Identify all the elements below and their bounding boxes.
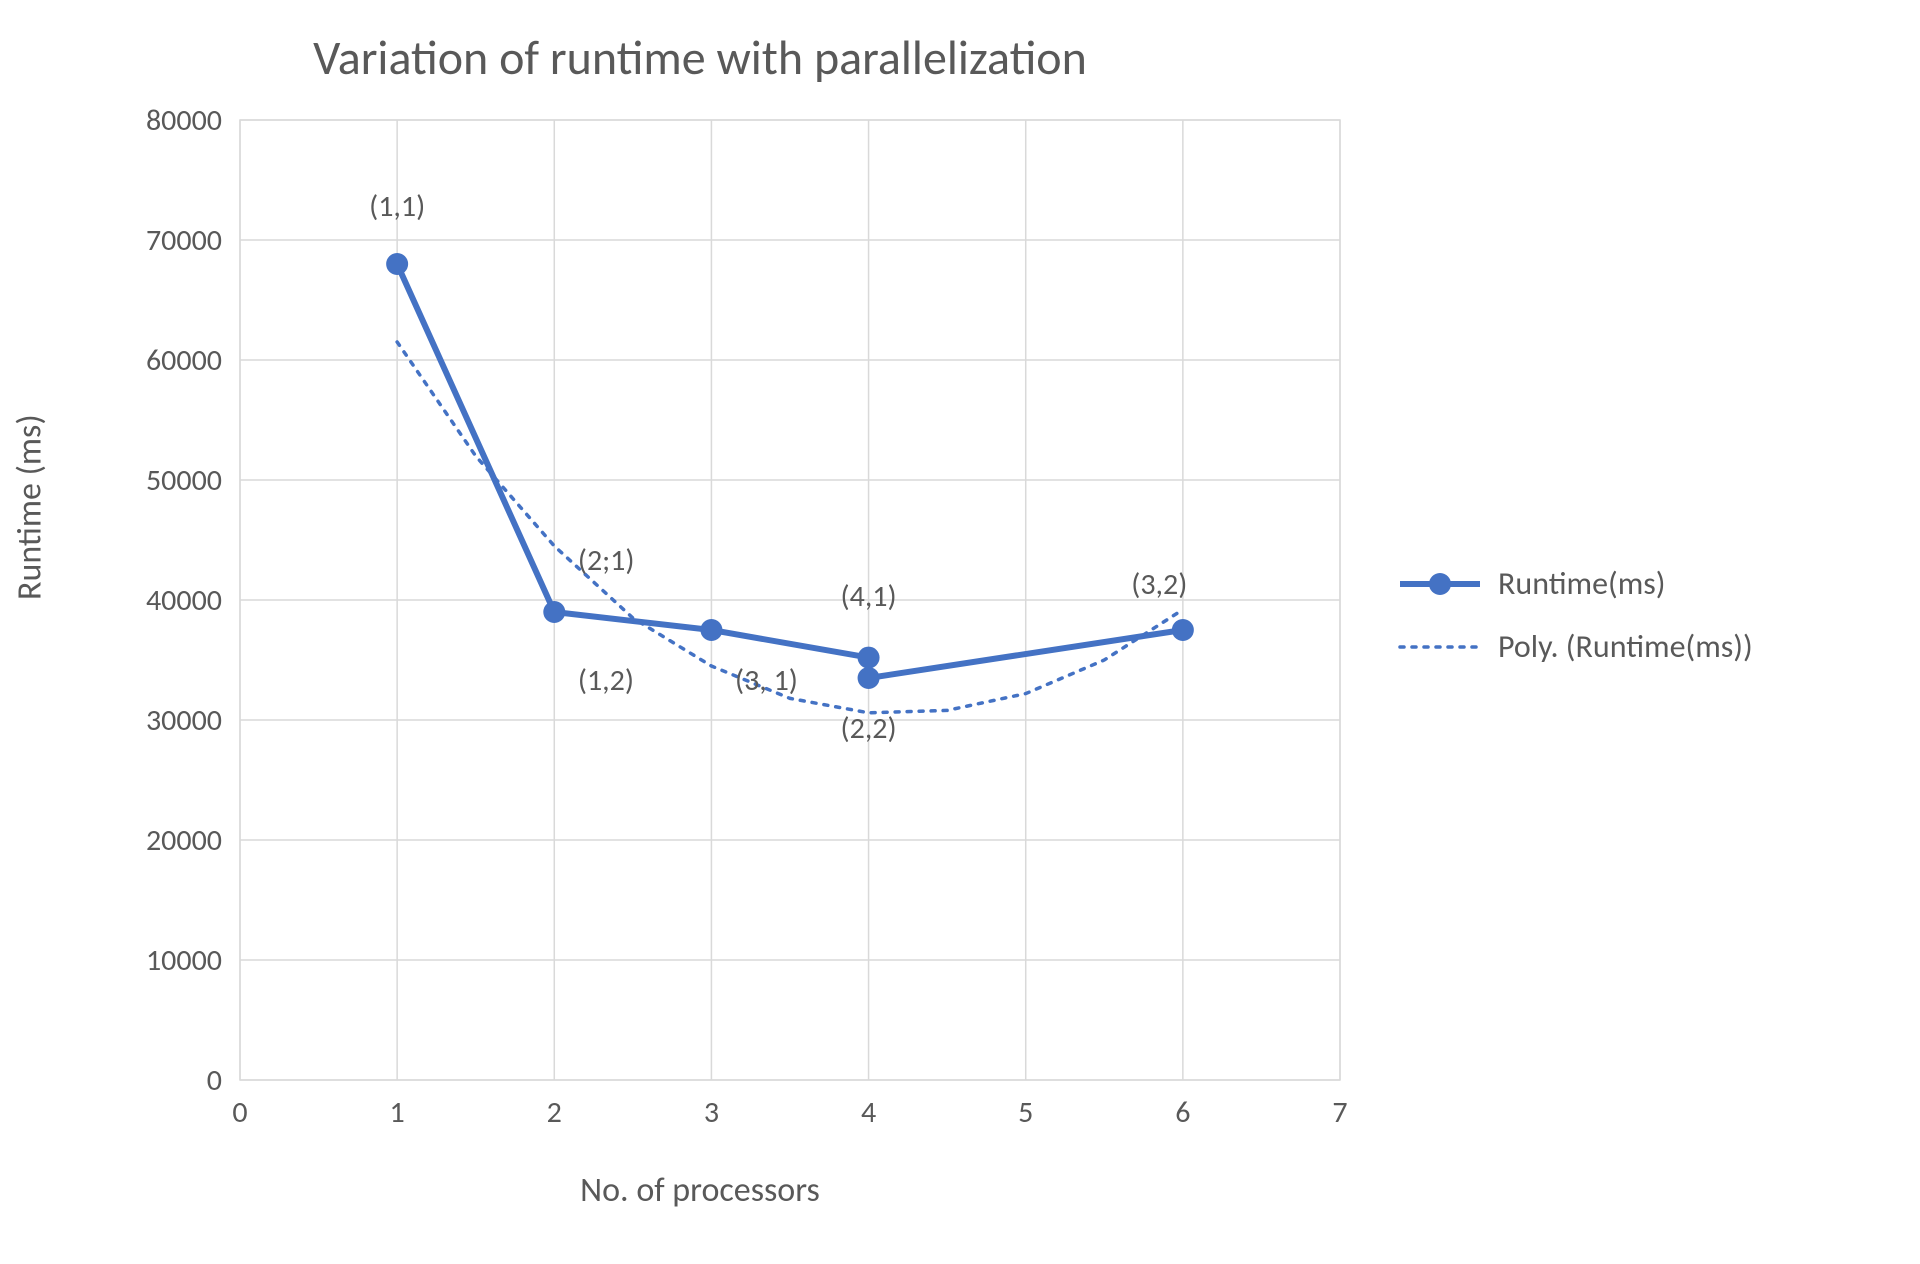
chart-title: Variation of runtime with parallelizatio… xyxy=(0,28,1400,87)
data-label: (2,2) xyxy=(841,710,897,747)
y-tick-label: 50000 xyxy=(146,462,222,499)
y-tick-label: 60000 xyxy=(146,342,222,379)
legend-label: Poly. (Runtime(ms)) xyxy=(1498,627,1753,666)
y-tick-label: 0 xyxy=(207,1062,222,1099)
y-tick-label: 30000 xyxy=(146,702,222,739)
x-tick-label: 2 xyxy=(547,1094,562,1131)
data-label: (3, 1) xyxy=(735,662,798,699)
legend-item-runtime: Runtime(ms) xyxy=(1400,564,1753,603)
data-marker xyxy=(858,647,880,669)
y-tick-label: 40000 xyxy=(146,582,222,619)
data-label: (4,1) xyxy=(841,578,897,615)
data-marker xyxy=(700,619,722,641)
data-marker xyxy=(1172,619,1194,641)
runtime-line xyxy=(397,264,1183,678)
data-marker xyxy=(386,253,408,275)
data-label: (1,2) xyxy=(578,662,634,699)
data-marker xyxy=(858,667,880,689)
y-tick-label: 70000 xyxy=(146,222,222,259)
y-tick-label: 20000 xyxy=(146,822,222,859)
x-tick-label: 6 xyxy=(1175,1094,1190,1131)
data-label: (1,1) xyxy=(369,188,425,225)
legend-label: Runtime(ms) xyxy=(1498,564,1666,603)
legend-swatch-line-icon xyxy=(1400,568,1480,600)
data-label: (2;1) xyxy=(578,542,635,579)
x-tick-label: 5 xyxy=(1018,1094,1033,1131)
chart-container: Variation of runtime with parallelizatio… xyxy=(0,0,1920,1264)
x-tick-label: 0 xyxy=(232,1094,247,1131)
x-tick-label: 7 xyxy=(1332,1094,1347,1131)
plot-area: 0123456701000020000300004000050000600007… xyxy=(240,120,1340,1080)
y-tick-label: 80000 xyxy=(146,102,222,139)
legend-item-poly: Poly. (Runtime(ms)) xyxy=(1400,627,1753,666)
data-label: (3,2) xyxy=(1131,566,1187,603)
data-marker xyxy=(543,601,565,623)
legend: Runtime(ms) Poly. (Runtime(ms)) xyxy=(1400,540,1753,690)
plot-svg: 0123456701000020000300004000050000600007… xyxy=(240,120,1340,1080)
x-tick-label: 3 xyxy=(704,1094,719,1131)
x-tick-label: 1 xyxy=(390,1094,405,1131)
x-axis-label: No. of processors xyxy=(0,1170,1400,1211)
y-axis-label: Runtime (ms) xyxy=(10,414,51,600)
y-tick-label: 10000 xyxy=(146,942,222,979)
x-tick-label: 4 xyxy=(861,1094,876,1131)
legend-swatch-dotted-icon xyxy=(1400,631,1480,663)
